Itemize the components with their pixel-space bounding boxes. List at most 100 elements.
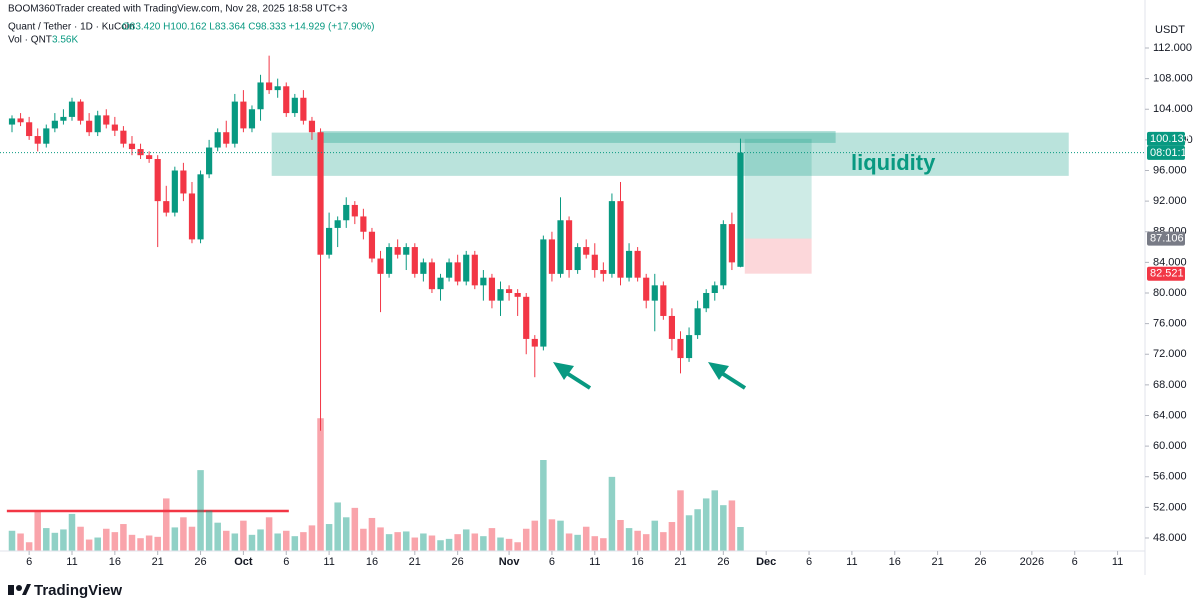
candle-body — [565, 220, 573, 271]
candle-body — [51, 120, 58, 129]
x-tick-label: 26 — [717, 556, 729, 568]
volume-bar — [205, 510, 213, 551]
candle-body — [428, 262, 436, 290]
countdown-tag — [1147, 145, 1185, 160]
volume-bar — [8, 530, 16, 551]
candle-body — [154, 159, 161, 202]
volume-bar — [317, 418, 324, 551]
y-tick-label: 108.000 — [1153, 73, 1193, 85]
volume-bar — [522, 528, 530, 551]
volume-bar — [25, 542, 33, 551]
x-tick-label: 26 — [194, 556, 206, 568]
volume-bar — [737, 527, 744, 551]
volume-bar — [240, 520, 247, 551]
x-tick-label: 6 — [1072, 556, 1078, 568]
x-tick-label: Dec — [756, 556, 776, 568]
y-tick-label: 76.000 — [1153, 318, 1187, 330]
volume-bar — [308, 525, 316, 551]
volume-bar — [231, 533, 239, 551]
volume-bar — [445, 538, 453, 551]
arrow — [553, 362, 747, 390]
candle-body — [437, 277, 444, 290]
candle-body — [334, 220, 341, 228]
volume-bar — [625, 528, 633, 551]
x-tick-label: 11 — [323, 556, 334, 568]
candle-body — [197, 174, 204, 240]
price-tag — [1147, 131, 1185, 146]
candle-body — [146, 155, 153, 160]
volume-bar — [291, 536, 299, 551]
candle-body — [463, 254, 470, 282]
volume-bar — [197, 470, 204, 551]
volume-bar — [128, 534, 136, 551]
volume-bar — [420, 533, 427, 551]
volume-bar — [651, 520, 659, 551]
brand: TradingView — [34, 582, 122, 599]
candle-body — [103, 115, 110, 125]
countdown: 08:01:13 — [1150, 147, 1193, 159]
candle-body — [420, 262, 427, 274]
volume-bar — [351, 507, 359, 551]
candle-body — [480, 277, 487, 286]
y-tick-label: 60.000 — [1153, 440, 1187, 452]
x-tick-label: 26 — [452, 556, 464, 568]
x-tick-label: 6 — [283, 556, 289, 568]
candle-body — [291, 97, 298, 114]
logo — [8, 584, 31, 595]
candle-body — [206, 147, 213, 175]
candle-body — [77, 101, 84, 121]
volume-bar — [394, 532, 401, 551]
volume-bar — [480, 536, 487, 551]
candle-body — [488, 277, 496, 301]
volume-bar — [334, 502, 341, 551]
y-tick-label: 56.000 — [1153, 471, 1187, 483]
candle-body — [343, 204, 350, 221]
volume-bar — [514, 542, 521, 551]
credit: BOOM360Trader created with TradingView.c… — [8, 4, 348, 15]
candle-body — [505, 289, 513, 293]
candle-body — [351, 204, 358, 217]
volume-bar — [77, 526, 84, 551]
candle-body — [266, 82, 273, 91]
y-tick-label: 64.000 — [1153, 409, 1187, 421]
x-tick-label: 11 — [589, 556, 600, 568]
volume-bar — [43, 528, 50, 551]
volume-bar — [548, 519, 556, 551]
candle-body — [43, 128, 50, 144]
volume-value: 3.56K — [52, 35, 78, 46]
volume-bar — [685, 515, 693, 551]
volume-bar — [531, 520, 539, 551]
y-tick-label: 96.000 — [1153, 164, 1187, 176]
candle-body — [634, 250, 641, 278]
x-tick-label: 16 — [366, 556, 378, 568]
x-tick-label: Nov — [499, 556, 521, 568]
candle-body — [214, 132, 221, 148]
volume-bar — [411, 537, 419, 551]
candle-body — [677, 338, 684, 359]
candle-body — [591, 254, 598, 271]
volume-bar — [454, 534, 461, 551]
volume-bar — [34, 511, 41, 551]
candle-body — [694, 308, 701, 336]
candle-body — [660, 285, 667, 316]
candle-body — [26, 122, 33, 137]
volume-bar — [103, 528, 110, 551]
volume-bar — [437, 540, 444, 551]
volume-bar — [342, 517, 350, 551]
volume-bar — [711, 490, 719, 551]
plot-area — [0, 55, 1145, 551]
volume-bar — [582, 526, 590, 551]
zone — [744, 138, 812, 239]
candle-body — [120, 130, 127, 144]
volume-bar — [265, 517, 273, 551]
candle-body — [274, 86, 281, 91]
candle-body — [711, 285, 718, 293]
candle-body — [60, 116, 67, 121]
candle-body — [583, 247, 590, 255]
candle-body — [386, 247, 393, 274]
candle-body — [625, 250, 633, 278]
volume-bar — [300, 532, 307, 551]
volume-bar — [694, 509, 701, 551]
candle-body — [188, 193, 196, 240]
x-tick-label: 16 — [632, 556, 644, 568]
